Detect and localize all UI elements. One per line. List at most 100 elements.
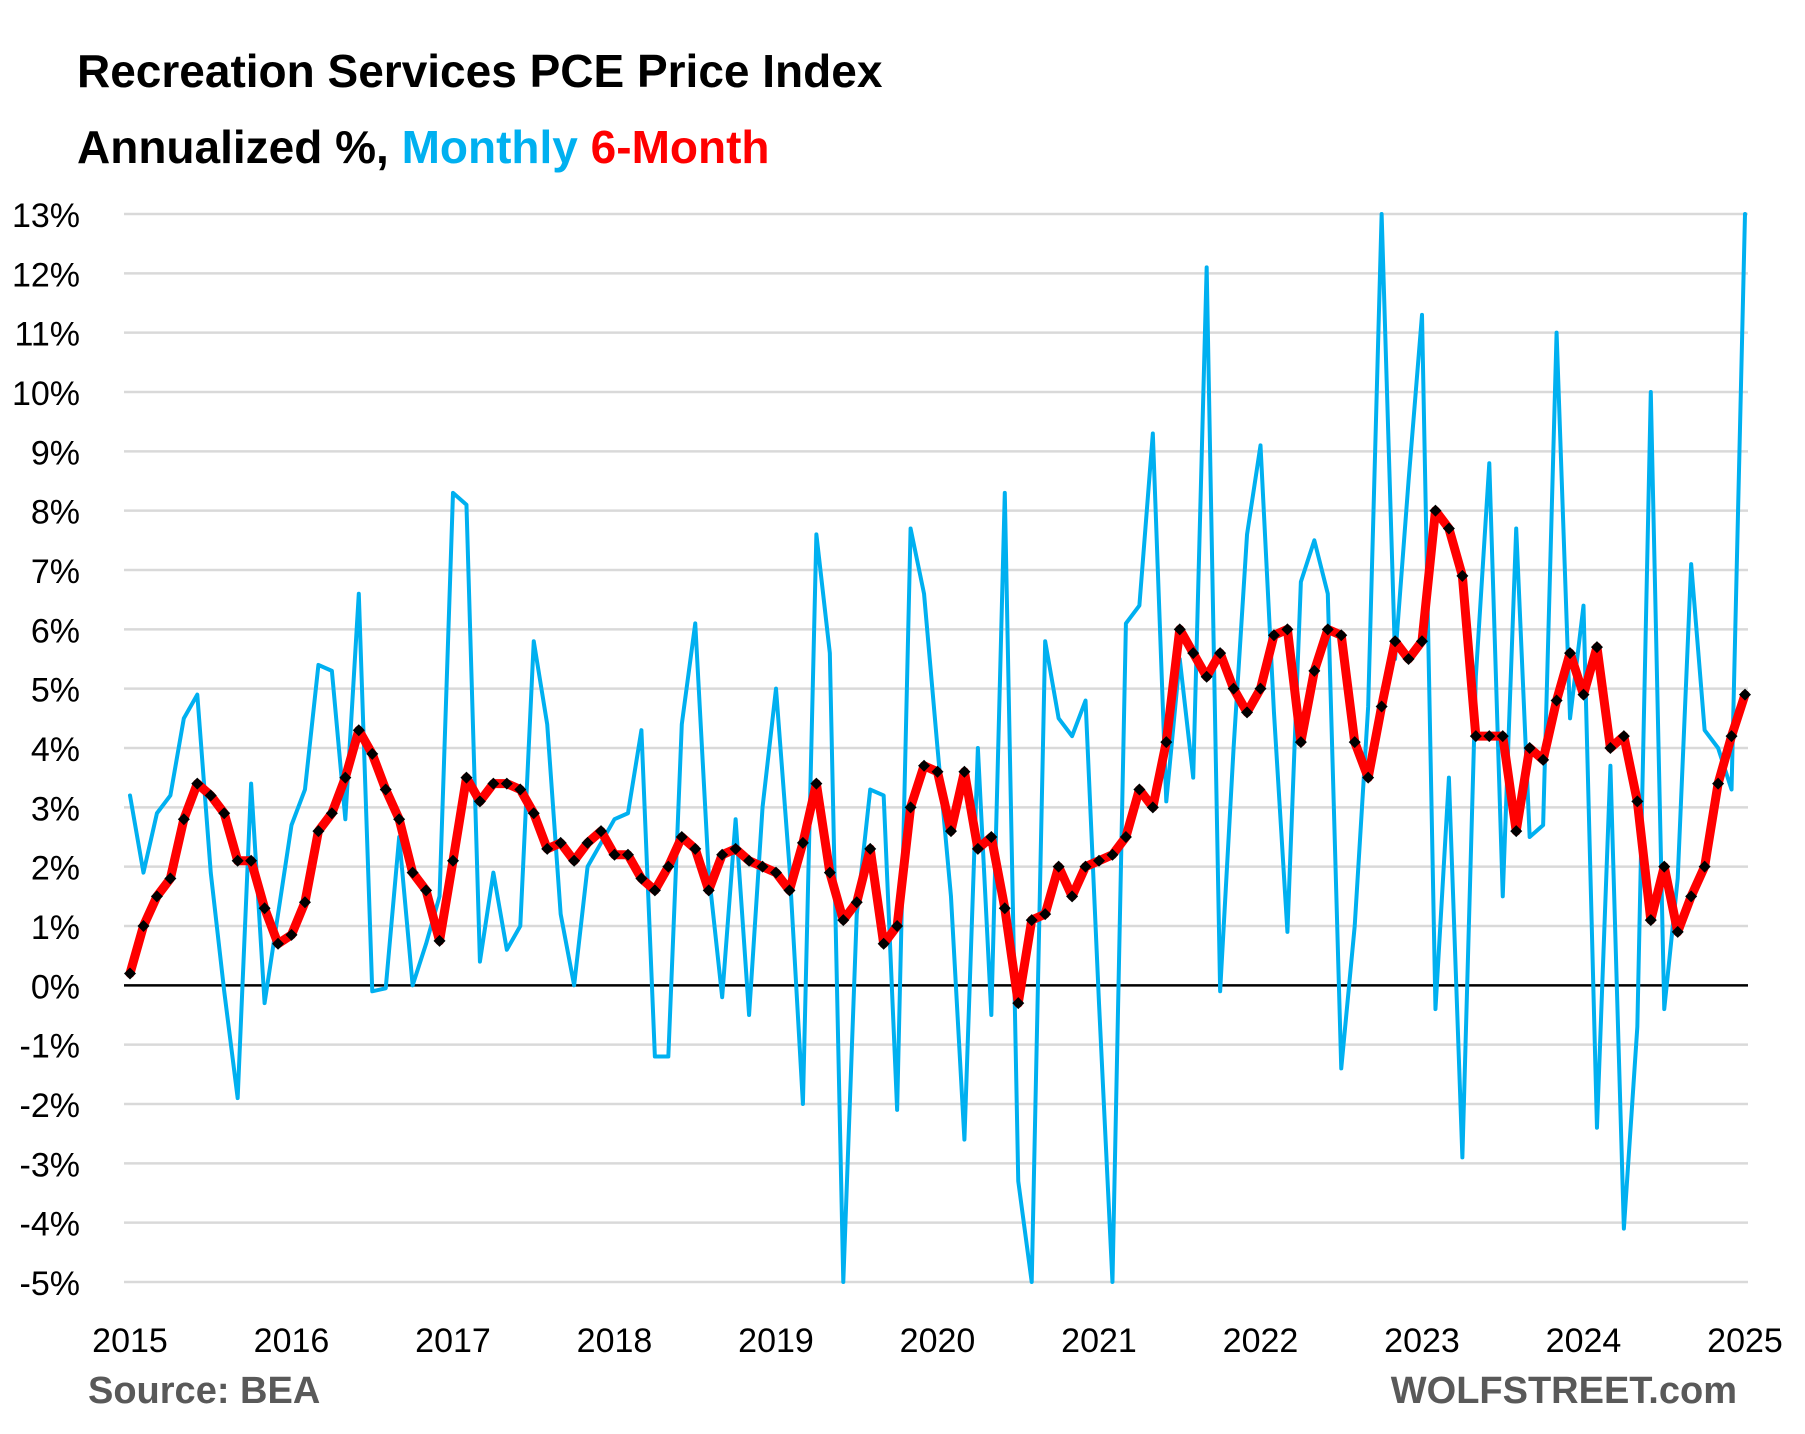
y-tick-label: 5%	[31, 672, 80, 710]
data-point-marker	[998, 902, 1011, 915]
data-point-marker	[971, 842, 984, 855]
data-point-marker	[272, 937, 285, 950]
data-point-marker	[1698, 860, 1711, 873]
y-axis-ticks: 13% 12% 11% 10% 9% 8% 7% 6% 5% 4% 3% 2% 1% 0% -1% -2% -3…	[12, 197, 80, 1303]
y-tick-label: 7%	[31, 553, 80, 591]
data-point-marker	[595, 825, 608, 838]
y-tick-label: 9%	[31, 434, 80, 472]
data-point-marker	[379, 783, 392, 796]
y-tick-label: 2%	[31, 850, 80, 888]
data-point-marker	[258, 902, 271, 915]
data-point-marker	[1093, 854, 1105, 867]
y-tick-label: 3%	[31, 790, 80, 828]
data-point-marker	[756, 860, 769, 873]
data-point-marker	[918, 759, 931, 772]
data-point-marker	[1671, 925, 1684, 938]
data-point-marker	[891, 920, 904, 932]
data-point-marker	[218, 807, 231, 820]
data-point-marker	[137, 920, 150, 932]
data-point-marker	[1200, 670, 1213, 683]
data-point-marker	[662, 860, 675, 873]
data-point-marker	[514, 783, 527, 796]
y-tick-label: 4%	[31, 731, 80, 769]
data-point-marker	[864, 842, 877, 855]
data-point-marker	[500, 777, 513, 790]
data-point-marker	[1267, 629, 1280, 642]
data-point-marker	[1442, 522, 1455, 535]
data-point-marker	[1590, 641, 1603, 654]
x-tick-label: 2019	[738, 1322, 814, 1360]
data-point-marker	[568, 854, 581, 867]
data-point-marker	[1146, 801, 1159, 814]
data-point-marker	[433, 934, 446, 947]
data-point-marker	[204, 789, 217, 802]
data-point-marker	[985, 831, 998, 843]
data-point-marker	[1294, 736, 1307, 749]
data-point-marker	[393, 813, 406, 826]
data-point-marker	[608, 848, 621, 861]
data-point-marker	[621, 848, 634, 861]
data-point-marker	[1631, 795, 1644, 808]
data-point-marker	[447, 854, 459, 867]
data-point-marker	[702, 884, 715, 897]
x-tick-label: 2017	[415, 1322, 491, 1360]
data-point-marker	[231, 854, 244, 867]
data-point-marker	[1308, 664, 1321, 677]
data-point-marker	[1187, 647, 1200, 660]
x-tick-label: 2021	[1061, 1322, 1137, 1360]
data-point-marker	[770, 866, 782, 879]
data-point-marker	[1523, 742, 1536, 754]
y-tick-label: 1%	[31, 909, 80, 947]
data-point-marker	[191, 777, 204, 790]
data-point-marker	[675, 831, 688, 843]
series-group	[124, 212, 1751, 1284]
data-point-marker	[1725, 730, 1738, 743]
data-point-marker	[1658, 860, 1671, 873]
data-point-marker	[796, 836, 809, 849]
data-point-marker	[1483, 730, 1496, 743]
data-point-marker	[635, 872, 648, 885]
data-point-marker	[1389, 635, 1402, 648]
data-point-marker	[1321, 623, 1334, 636]
data-point-marker	[312, 825, 325, 838]
data-point-marker	[1604, 742, 1617, 754]
data-point-marker	[285, 928, 298, 941]
data-point-marker	[1039, 908, 1052, 921]
data-point-marker	[823, 866, 836, 879]
data-point-marker	[487, 777, 500, 790]
chart-title: Recreation Services PCE Price Index	[77, 45, 883, 97]
data-point-marker	[150, 890, 163, 903]
legend-6-month: 6-Month	[590, 121, 770, 173]
data-point-marker	[473, 795, 486, 808]
data-point-marker	[1456, 569, 1469, 582]
data-point-marker	[406, 866, 419, 879]
data-point-marker	[648, 884, 661, 897]
data-point-marker	[1510, 825, 1523, 838]
data-point-marker	[1012, 997, 1025, 1010]
x-tick-label: 2025	[1707, 1322, 1783, 1360]
data-point-marker	[1644, 914, 1657, 927]
data-point-marker	[1025, 914, 1038, 927]
data-point-marker	[1564, 647, 1577, 660]
y-tick-label: -2%	[20, 1087, 80, 1125]
data-point-marker	[1537, 753, 1550, 766]
source-label: Source: BEA	[88, 1370, 321, 1412]
data-point-marker	[1375, 700, 1388, 713]
data-point-marker	[1416, 635, 1428, 648]
data-point-marker	[554, 836, 567, 849]
data-point-marker	[1617, 730, 1630, 743]
data-point-marker	[541, 842, 554, 855]
x-axis-ticks: 2015 2016 2017 2018 2019 2020 2021 2022 2023 2024…	[92, 1322, 1783, 1360]
y-tick-label: 12%	[12, 256, 80, 294]
data-point-marker	[944, 825, 957, 838]
data-point-marker	[164, 872, 177, 885]
x-tick-label: 2016	[254, 1322, 330, 1360]
data-point-marker	[958, 765, 971, 778]
gridlines	[124, 212, 1748, 1284]
data-point-marker	[837, 914, 850, 927]
data-point-marker	[1173, 623, 1186, 636]
data-point-marker	[1160, 736, 1173, 749]
x-tick-label: 2018	[577, 1322, 653, 1360]
data-point-marker	[420, 884, 433, 897]
data-point-marker	[729, 842, 742, 855]
